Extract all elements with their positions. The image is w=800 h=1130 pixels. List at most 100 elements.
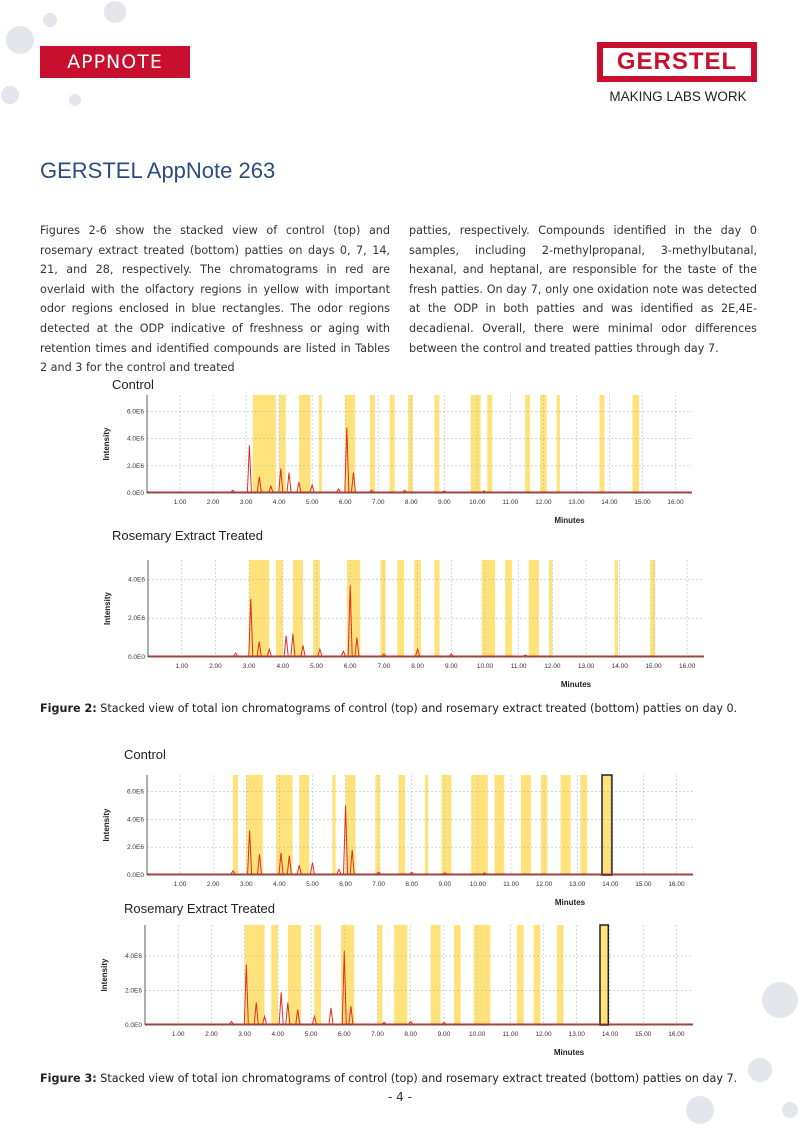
- y-tick-label: 0.0E0: [127, 872, 144, 879]
- x-tick-label: 1.00: [175, 663, 188, 670]
- caption-label: Figure 3:: [40, 1072, 97, 1085]
- peak: [343, 805, 349, 875]
- x-tick-label: 12.00: [535, 1031, 552, 1038]
- x-tick-label: 3.00: [240, 881, 253, 888]
- x-tick-label: 2.00: [207, 881, 220, 888]
- odor-region: [292, 560, 304, 657]
- y-tick-label: 2.0E6: [125, 988, 142, 995]
- x-tick-label: 9.00: [445, 663, 458, 670]
- page-title: GERSTEL AppNote 263: [40, 158, 276, 183]
- odor-region: [249, 560, 270, 657]
- peak: [349, 849, 355, 875]
- peak: [311, 1014, 317, 1025]
- odor-region: [252, 395, 276, 493]
- x-tick-label: 8.00: [411, 663, 424, 670]
- odor-region: [525, 395, 531, 493]
- x-tick-label: 10.00: [469, 499, 486, 506]
- y-tick-label: 6.0E6: [127, 789, 144, 796]
- peak: [482, 872, 487, 875]
- x-tick-label: 15.00: [634, 499, 651, 506]
- peak: [253, 1002, 259, 1025]
- peak: [230, 489, 236, 493]
- odor-region: [528, 560, 539, 657]
- odor-region: [398, 775, 406, 875]
- logo-text: GERSTEL: [603, 48, 751, 76]
- x-tick-label: 11.00: [502, 1031, 518, 1038]
- odor-region: [453, 925, 461, 1025]
- odor-region: [602, 775, 612, 875]
- x-tick-label: 1.00: [172, 1031, 185, 1038]
- odor-region: [556, 925, 564, 1025]
- x-tick-label: 8.00: [405, 881, 418, 888]
- odor-region: [233, 775, 238, 875]
- peak: [233, 652, 239, 657]
- x-axis-label: Minutes: [554, 516, 585, 525]
- peak: [278, 992, 284, 1025]
- peak: [408, 1020, 414, 1025]
- x-tick-label: 14.00: [612, 663, 629, 670]
- peak: [309, 482, 315, 493]
- odor-region: [520, 775, 531, 875]
- peak: [347, 585, 353, 657]
- x-tick-label: 6.00: [338, 1031, 351, 1038]
- peak: [448, 653, 454, 657]
- x-tick-label: 11.00: [503, 881, 519, 888]
- peak: [295, 1009, 301, 1025]
- odor-region: [494, 775, 505, 875]
- x-tick-label: 7.00: [372, 499, 385, 506]
- badge: APPNOTE: [40, 46, 190, 78]
- x-tick-label: 3.00: [238, 1031, 251, 1038]
- y-axis-label: Intensity: [100, 958, 109, 991]
- odor-region: [279, 395, 286, 493]
- x-tick-label: 13.00: [578, 663, 595, 670]
- peak: [381, 653, 387, 657]
- peak: [246, 445, 252, 493]
- x-tick-label: 4.00: [272, 1031, 285, 1038]
- x-tick-label: 12.00: [536, 881, 553, 888]
- odor-region: [434, 560, 440, 657]
- x-tick-label: 4.00: [273, 881, 286, 888]
- peak: [402, 489, 407, 493]
- y-tick-label: 4.0E6: [125, 953, 142, 960]
- odor-region: [244, 925, 265, 1025]
- peak: [369, 489, 374, 493]
- peak: [341, 950, 347, 1025]
- odor-region: [345, 775, 356, 875]
- y-tick-label: 0.0E0: [125, 1022, 142, 1029]
- odor-region: [533, 925, 541, 1025]
- peak: [354, 637, 360, 657]
- x-tick-label: 14.00: [602, 881, 619, 888]
- odor-region: [473, 925, 491, 1025]
- odor-region: [276, 560, 283, 657]
- x-tick-label: 16.00: [679, 663, 696, 670]
- y-tick-label: 2.0E6: [127, 463, 144, 470]
- y-axis-label: Intensity: [103, 592, 112, 625]
- tagline: MAKING LABS WORK: [609, 89, 747, 104]
- odor-region: [600, 925, 609, 1025]
- figure-caption: Figure 3: Stacked view of total ion chro…: [40, 1072, 737, 1085]
- x-tick-label: 2.00: [209, 663, 222, 670]
- caption-text: Stacked view of total ion chromatograms …: [100, 1072, 738, 1085]
- x-tick-label: 16.00: [668, 1031, 685, 1038]
- x-tick-label: 10.00: [470, 881, 487, 888]
- logo: GERSTEL: [597, 42, 757, 82]
- peak: [350, 472, 356, 493]
- x-tick-label: 12.00: [535, 499, 552, 506]
- peak: [300, 645, 306, 657]
- x-tick-label: 1.00: [174, 881, 187, 888]
- odor-region: [556, 395, 560, 493]
- x-tick-label: 7.00: [371, 1031, 384, 1038]
- y-axis-label: Intensity: [102, 808, 111, 841]
- peak: [285, 1002, 291, 1025]
- odor-region: [487, 395, 493, 493]
- peak: [409, 871, 415, 875]
- y-tick-label: 4.0E6: [127, 816, 144, 823]
- peak: [348, 1005, 354, 1025]
- y-tick-label: 2.0E6: [128, 615, 145, 622]
- peak: [523, 654, 528, 657]
- peak: [381, 1021, 387, 1025]
- caption-text: Stacked view of total ion chromatograms …: [100, 702, 738, 715]
- odor-region: [369, 395, 375, 493]
- peak: [286, 855, 292, 875]
